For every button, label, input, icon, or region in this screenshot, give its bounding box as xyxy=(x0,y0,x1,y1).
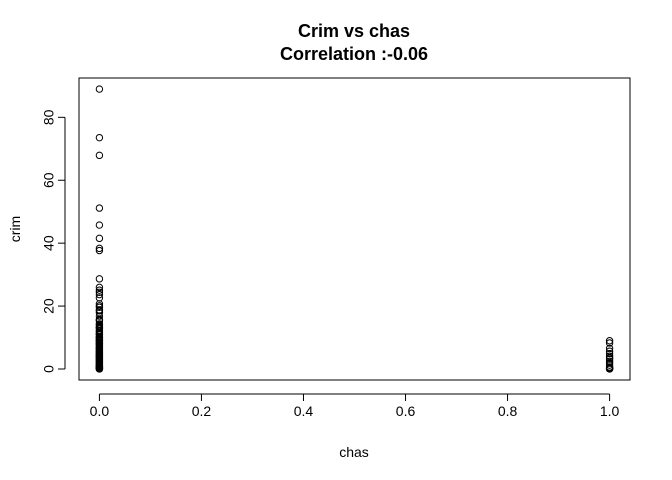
data-point xyxy=(605,349,614,358)
x-axis: 0.0 0.2 0.4 0.6 0.8 1.0 xyxy=(90,393,620,419)
data-point xyxy=(95,221,104,229)
y-tick-label: 40 xyxy=(41,235,57,251)
data-points xyxy=(95,85,614,373)
x-axis-label: chas xyxy=(339,444,369,460)
data-point xyxy=(95,303,104,311)
y-tick-label: 80 xyxy=(41,109,57,125)
data-point xyxy=(95,365,104,373)
y-axis-label: crim xyxy=(7,216,23,242)
data-point xyxy=(95,275,104,283)
data-point xyxy=(605,339,614,347)
chart-title: Crim vs chas xyxy=(298,21,410,41)
data-point xyxy=(95,85,104,93)
y-tick-label: 0 xyxy=(41,365,57,373)
data-point xyxy=(95,307,104,315)
data-point xyxy=(95,312,104,320)
data-point xyxy=(95,244,104,253)
data-point xyxy=(95,288,104,296)
data-point xyxy=(605,365,614,373)
y-axis: 0 20 40 60 80 xyxy=(41,109,66,373)
data-point xyxy=(95,133,104,142)
y-tick-label: 60 xyxy=(41,172,57,188)
data-point xyxy=(95,246,104,255)
x-tick-label: 0.6 xyxy=(396,403,416,419)
x-tick-label: 0.2 xyxy=(192,403,212,419)
data-point xyxy=(605,361,614,369)
data-point xyxy=(605,337,614,345)
x-tick-label: 0.0 xyxy=(90,403,110,419)
data-point xyxy=(95,204,104,212)
data-point xyxy=(95,234,104,243)
data-point xyxy=(95,286,104,294)
data-point xyxy=(95,290,104,299)
x-tick-label: 1.0 xyxy=(600,403,620,419)
chart-subtitle: Correlation :-0.06 xyxy=(280,44,428,64)
data-point xyxy=(605,359,614,367)
plot-frame xyxy=(78,77,631,381)
data-point xyxy=(95,283,104,292)
y-tick-label: 20 xyxy=(41,298,57,314)
data-point xyxy=(95,151,104,160)
data-point xyxy=(605,344,614,353)
x-tick-label: 0.4 xyxy=(294,403,314,419)
x-tick-label: 0.8 xyxy=(498,403,518,419)
